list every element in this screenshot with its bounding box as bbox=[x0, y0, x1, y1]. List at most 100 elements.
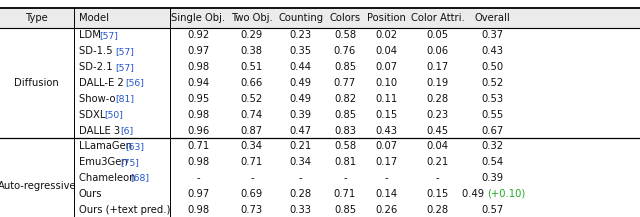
Text: 0.38: 0.38 bbox=[241, 46, 263, 56]
Text: 0.98: 0.98 bbox=[188, 205, 209, 215]
Text: LLamaGen: LLamaGen bbox=[79, 141, 135, 151]
Text: 0.83: 0.83 bbox=[334, 125, 356, 136]
Text: Model: Model bbox=[79, 13, 109, 23]
Text: Single Obj.: Single Obj. bbox=[172, 13, 225, 23]
Text: 0.02: 0.02 bbox=[376, 30, 397, 41]
Text: 0.52: 0.52 bbox=[241, 94, 263, 104]
Text: 0.54: 0.54 bbox=[482, 157, 504, 167]
Text: DALLE 3: DALLE 3 bbox=[79, 125, 123, 136]
Text: 0.15: 0.15 bbox=[376, 110, 397, 120]
Text: 0.10: 0.10 bbox=[376, 78, 397, 88]
Text: Type: Type bbox=[26, 13, 48, 23]
Text: 0.97: 0.97 bbox=[188, 46, 209, 56]
Text: Colors: Colors bbox=[330, 13, 360, 23]
Text: [57]: [57] bbox=[115, 63, 134, 72]
Text: 0.77: 0.77 bbox=[334, 78, 356, 88]
Text: 0.53: 0.53 bbox=[482, 94, 504, 104]
Text: 0.98: 0.98 bbox=[188, 157, 209, 167]
Text: Position: Position bbox=[367, 13, 406, 23]
Text: 0.69: 0.69 bbox=[241, 189, 263, 199]
Text: 0.49: 0.49 bbox=[290, 94, 312, 104]
Text: [6]: [6] bbox=[120, 126, 134, 135]
Text: 0.32: 0.32 bbox=[482, 141, 504, 151]
Text: 0.76: 0.76 bbox=[334, 46, 356, 56]
Text: 0.21: 0.21 bbox=[427, 157, 449, 167]
Text: 0.35: 0.35 bbox=[290, 46, 312, 56]
Text: 0.23: 0.23 bbox=[427, 110, 449, 120]
Text: 0.15: 0.15 bbox=[427, 189, 449, 199]
Text: 0.73: 0.73 bbox=[241, 205, 263, 215]
Text: 0.14: 0.14 bbox=[376, 189, 397, 199]
Text: [68]: [68] bbox=[131, 174, 150, 182]
Text: 0.49: 0.49 bbox=[290, 78, 312, 88]
Text: Color Attri.: Color Attri. bbox=[411, 13, 465, 23]
Text: 0.23: 0.23 bbox=[290, 30, 312, 41]
Text: 0.21: 0.21 bbox=[290, 141, 312, 151]
Text: 0.87: 0.87 bbox=[241, 125, 263, 136]
Text: 0.28: 0.28 bbox=[290, 189, 312, 199]
Text: 0.34: 0.34 bbox=[241, 141, 263, 151]
Text: 0.98: 0.98 bbox=[188, 62, 209, 72]
Text: 0.37: 0.37 bbox=[482, 30, 504, 41]
Text: 0.17: 0.17 bbox=[427, 62, 449, 72]
Text: 0.94: 0.94 bbox=[188, 78, 209, 88]
Text: 0.39: 0.39 bbox=[482, 173, 504, 183]
Text: 0.34: 0.34 bbox=[290, 157, 312, 167]
Text: 0.11: 0.11 bbox=[376, 94, 397, 104]
Text: -: - bbox=[196, 173, 200, 183]
Text: 0.98: 0.98 bbox=[188, 110, 209, 120]
Text: Emu3Gen: Emu3Gen bbox=[79, 157, 131, 167]
Text: 0.71: 0.71 bbox=[241, 157, 263, 167]
Text: [56]: [56] bbox=[125, 79, 145, 87]
Text: DALL-E 2: DALL-E 2 bbox=[79, 78, 127, 88]
Text: Diffusion: Diffusion bbox=[15, 78, 59, 88]
Text: 0.74: 0.74 bbox=[241, 110, 263, 120]
Text: 0.17: 0.17 bbox=[376, 157, 397, 167]
Text: 0.33: 0.33 bbox=[290, 205, 312, 215]
Text: 0.58: 0.58 bbox=[334, 30, 356, 41]
Text: 0.58: 0.58 bbox=[334, 141, 356, 151]
Text: 0.82: 0.82 bbox=[334, 94, 356, 104]
Text: 0.43: 0.43 bbox=[482, 46, 504, 56]
Text: -: - bbox=[436, 173, 440, 183]
Text: SDXL: SDXL bbox=[79, 110, 108, 120]
Text: Counting: Counting bbox=[278, 13, 323, 23]
Text: 0.85: 0.85 bbox=[334, 110, 356, 120]
Text: 0.39: 0.39 bbox=[290, 110, 312, 120]
Text: 0.47: 0.47 bbox=[290, 125, 312, 136]
Text: 0.19: 0.19 bbox=[427, 78, 449, 88]
Text: SD-1.5: SD-1.5 bbox=[79, 46, 115, 56]
Text: 0.57: 0.57 bbox=[482, 205, 504, 215]
Text: 0.06: 0.06 bbox=[427, 46, 449, 56]
FancyBboxPatch shape bbox=[0, 8, 640, 28]
Text: -: - bbox=[385, 173, 388, 183]
Text: 0.28: 0.28 bbox=[427, 94, 449, 104]
Text: 0.85: 0.85 bbox=[334, 205, 356, 215]
Text: Chameleon: Chameleon bbox=[79, 173, 138, 183]
Text: 0.26: 0.26 bbox=[376, 205, 397, 215]
Text: 0.55: 0.55 bbox=[482, 110, 504, 120]
Text: [81]: [81] bbox=[115, 94, 134, 103]
Text: 0.92: 0.92 bbox=[188, 30, 209, 41]
Text: -: - bbox=[299, 173, 303, 183]
Text: -: - bbox=[343, 173, 347, 183]
Text: 0.43: 0.43 bbox=[376, 125, 397, 136]
Text: Ours (+text pred.): Ours (+text pred.) bbox=[79, 205, 170, 215]
Text: Two Obj.: Two Obj. bbox=[231, 13, 273, 23]
Text: 0.04: 0.04 bbox=[376, 46, 397, 56]
Text: [75]: [75] bbox=[120, 158, 139, 167]
Text: [63]: [63] bbox=[125, 142, 145, 151]
Text: 0.95: 0.95 bbox=[188, 94, 209, 104]
Text: Ours: Ours bbox=[79, 189, 102, 199]
Text: 0.49: 0.49 bbox=[461, 189, 487, 199]
Text: 0.96: 0.96 bbox=[188, 125, 209, 136]
Text: [57]: [57] bbox=[100, 31, 118, 40]
Text: 0.97: 0.97 bbox=[188, 189, 209, 199]
Text: 0.05: 0.05 bbox=[427, 30, 449, 41]
Text: LDM: LDM bbox=[79, 30, 104, 41]
Text: Auto-regressive: Auto-regressive bbox=[0, 181, 76, 191]
Text: -: - bbox=[250, 173, 253, 183]
Text: 0.04: 0.04 bbox=[427, 141, 449, 151]
Text: 0.07: 0.07 bbox=[376, 62, 397, 72]
Text: 0.81: 0.81 bbox=[334, 157, 356, 167]
